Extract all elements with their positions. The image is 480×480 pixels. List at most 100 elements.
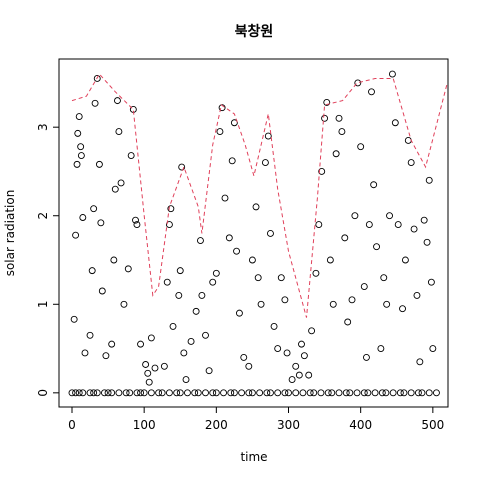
point xyxy=(306,389,314,397)
point xyxy=(254,274,262,282)
point xyxy=(165,221,173,229)
point xyxy=(167,205,175,213)
point xyxy=(248,256,256,264)
point xyxy=(108,389,116,397)
point xyxy=(140,389,148,397)
point xyxy=(396,389,404,397)
point xyxy=(348,296,356,304)
point xyxy=(75,389,83,397)
point xyxy=(274,389,282,397)
point xyxy=(324,389,332,397)
point xyxy=(298,340,305,348)
point xyxy=(86,331,94,339)
point xyxy=(335,114,343,122)
point xyxy=(295,371,303,379)
point xyxy=(77,143,85,151)
point xyxy=(158,389,166,397)
point xyxy=(147,389,155,397)
point xyxy=(147,334,155,342)
point xyxy=(127,152,135,159)
point xyxy=(163,278,171,286)
x-tick-label: 300 xyxy=(277,418,300,432)
point xyxy=(338,128,346,136)
point xyxy=(425,389,433,397)
point xyxy=(133,221,141,229)
point xyxy=(75,113,83,121)
trend-line xyxy=(71,73,448,318)
point xyxy=(120,300,128,308)
y-tick-label: 0 xyxy=(36,389,50,397)
point xyxy=(252,203,260,211)
point xyxy=(370,181,378,189)
point xyxy=(117,179,125,187)
point xyxy=(132,216,139,224)
point xyxy=(225,234,233,242)
point xyxy=(198,291,206,299)
point xyxy=(315,221,323,229)
point xyxy=(73,160,81,168)
point xyxy=(90,389,98,397)
point xyxy=(277,274,285,282)
point xyxy=(365,221,373,229)
point xyxy=(192,307,200,315)
point xyxy=(353,389,361,397)
point xyxy=(399,305,406,313)
point xyxy=(176,267,184,275)
point xyxy=(354,79,362,87)
point xyxy=(122,389,130,397)
point xyxy=(342,389,350,397)
point xyxy=(144,369,152,377)
point xyxy=(95,160,103,168)
point xyxy=(145,378,153,386)
point xyxy=(267,389,274,397)
point xyxy=(142,361,150,368)
point xyxy=(292,389,300,397)
point xyxy=(175,291,183,299)
point xyxy=(416,358,424,366)
point xyxy=(137,389,145,397)
y-tick-label: 3 xyxy=(36,123,50,131)
point xyxy=(180,349,188,357)
point xyxy=(274,345,282,353)
point xyxy=(373,243,381,251)
point xyxy=(378,389,386,397)
point xyxy=(380,274,388,282)
point xyxy=(360,283,368,291)
x-axis-label: time xyxy=(240,450,267,464)
x-tick-label: 0 xyxy=(68,418,76,432)
point xyxy=(176,389,184,397)
point xyxy=(377,345,385,353)
point xyxy=(407,389,415,397)
point xyxy=(310,389,318,397)
point xyxy=(414,389,422,397)
point xyxy=(151,364,159,372)
point xyxy=(70,315,78,323)
point xyxy=(187,338,195,345)
y-axis-label: solar radiation xyxy=(3,190,17,277)
point xyxy=(371,389,379,397)
point xyxy=(72,231,80,239)
point xyxy=(332,150,340,158)
point xyxy=(79,389,87,397)
point xyxy=(124,265,132,273)
point xyxy=(410,225,418,233)
point xyxy=(173,389,181,397)
point xyxy=(126,389,134,397)
point xyxy=(283,349,291,357)
point xyxy=(111,185,119,193)
point xyxy=(326,256,334,264)
point xyxy=(401,256,409,264)
point xyxy=(227,389,235,397)
point xyxy=(108,340,116,348)
x-tick-label: 400 xyxy=(349,418,372,432)
point xyxy=(256,389,264,397)
point xyxy=(382,389,390,397)
point xyxy=(238,389,246,397)
point xyxy=(169,322,177,330)
point xyxy=(321,114,329,122)
point xyxy=(300,352,308,360)
point xyxy=(299,389,307,397)
point xyxy=(263,389,271,397)
point xyxy=(209,389,217,397)
point xyxy=(335,389,343,397)
